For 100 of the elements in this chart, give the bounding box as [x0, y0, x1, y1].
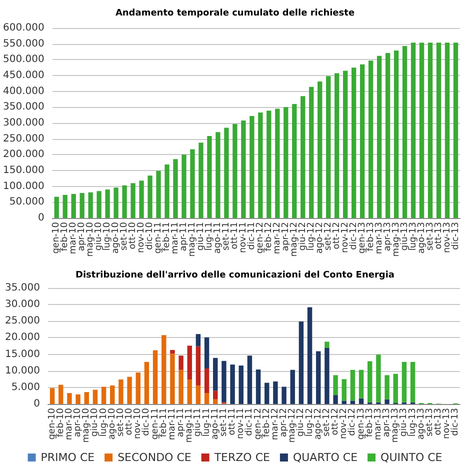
x-tick-label: dic-13 [450, 222, 461, 250]
x-tick-label: set-11 [221, 222, 232, 250]
y-tick-label: 0 [34, 398, 40, 410]
x-tick-label: apr-11 [178, 222, 189, 252]
bar [101, 386, 106, 404]
bar [376, 354, 381, 402]
x-tick-label: dic-12 [348, 408, 358, 436]
bar [318, 82, 322, 218]
bar [58, 384, 64, 404]
x-tick-label: mag-10 [86, 222, 96, 257]
bar [162, 335, 166, 404]
legend-label: TERZO CE [213, 451, 270, 464]
x-tick-label: set-11 [218, 408, 229, 436]
bar [67, 393, 72, 404]
x-tick-label: apr-12 [279, 408, 290, 438]
bar [358, 398, 364, 404]
bar [428, 42, 433, 218]
x-tick-label: giu-10 [94, 222, 104, 251]
x-tick-label: ott-11 [228, 408, 238, 436]
y-tick-label: 15.000 [5, 348, 40, 360]
bar [266, 110, 272, 218]
bar [394, 50, 399, 218]
bar [343, 70, 348, 218]
bar [282, 386, 286, 404]
bar [224, 128, 229, 218]
x-tick-label: ott-11 [230, 222, 240, 250]
bar [241, 120, 246, 218]
bar [436, 42, 442, 218]
bar [444, 42, 450, 218]
x-tick-label: mag-13 [390, 408, 401, 443]
x-tick-label: feb-12 [264, 222, 274, 252]
x-tick-label: mag-12 [288, 408, 298, 443]
x-tick-label: nov-13 [442, 222, 452, 253]
y-tick-label: 0 [38, 212, 44, 224]
bar [130, 183, 136, 218]
x-tick-label: lug-12 [304, 408, 315, 437]
bar [284, 107, 288, 218]
bar [333, 375, 338, 396]
x-tick-label: mar-10 [64, 408, 74, 440]
x-tick-label: set-13 [424, 408, 435, 436]
bar [453, 42, 458, 218]
bar [350, 400, 356, 404]
bar [178, 356, 184, 370]
bar [342, 379, 346, 401]
y-tick-label: 5.000 [11, 382, 40, 393]
bar [198, 142, 204, 218]
bar [309, 86, 314, 218]
x-tick-label: giu-13 [400, 222, 410, 251]
bar [247, 356, 252, 404]
x-tick-label: ago-13 [416, 408, 426, 440]
x-tick-label: set-13 [425, 222, 436, 250]
legend-label: SECONDO CE [118, 451, 192, 464]
bar [173, 159, 178, 218]
bar [88, 192, 93, 218]
x-tick-label: ago-10 [111, 222, 122, 254]
bar [384, 375, 390, 400]
x-tick-label: apr-13 [382, 408, 392, 438]
y-tick-label: 50.000 [9, 196, 44, 208]
x-tick-label: mar-13 [374, 222, 384, 254]
x-tick-label: dic-10 [145, 222, 156, 250]
bar [350, 370, 356, 401]
y-tick-label: 20.000 [5, 332, 40, 344]
x-tick-label: mar-12 [272, 222, 282, 254]
x-tick-label: apr-10 [77, 222, 88, 252]
x-tick-label: lug-13 [408, 408, 418, 437]
bar [402, 46, 408, 218]
x-tick-label: dic-12 [348, 222, 359, 250]
x-tick-label: feb-13 [366, 222, 376, 252]
bar [324, 342, 330, 348]
bar [256, 370, 261, 404]
x-tick-label: mar-11 [170, 222, 180, 254]
x-tick-label: dic-11 [244, 408, 255, 436]
bar [204, 393, 210, 404]
bar [96, 191, 102, 218]
chart-title: Distribuzione dell'arrivo delle comunicazioni del Conto Energia [76, 270, 394, 280]
x-tick-label: gen-13 [356, 408, 366, 440]
bar [204, 368, 210, 394]
bar [190, 149, 195, 218]
bar [384, 399, 390, 404]
bar [213, 358, 218, 391]
bar [148, 176, 152, 218]
x-tick-label: mag-13 [391, 222, 402, 257]
y-tick-label: 35.000 [5, 282, 40, 294]
x-tick-label: nov-11 [238, 222, 248, 253]
bar [292, 104, 297, 218]
bar [326, 76, 331, 218]
y-tick-label: 350.000 [2, 102, 44, 113]
x-tick-label: gen-11 [150, 408, 160, 440]
bar [385, 53, 390, 218]
x-tick-label: feb-10 [56, 408, 66, 438]
x-tick-label: gen-11 [154, 222, 164, 254]
bar [136, 372, 140, 404]
bar [127, 376, 132, 404]
x-tick-label: ott-12 [332, 222, 342, 250]
y-tick-label: 450.000 [2, 70, 44, 81]
bar [258, 112, 263, 218]
y-tick-label: 600.000 [2, 22, 44, 34]
x-tick-label: lug-13 [408, 222, 418, 251]
bar [307, 307, 312, 404]
bar [62, 194, 68, 218]
